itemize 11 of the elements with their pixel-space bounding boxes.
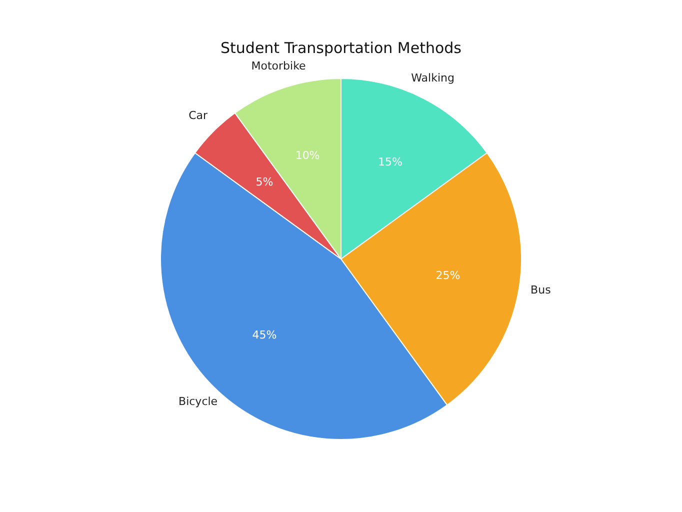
slice-label: Bus [530, 283, 552, 296]
data-label: 5% [256, 175, 274, 188]
data-label: 15% [378, 155, 402, 168]
data-label: 45% [252, 328, 277, 342]
chart-title: Student Transportation Methods [220, 38, 462, 57]
data-label: 10% [295, 148, 320, 162]
slice-label: Bicycle [178, 394, 218, 408]
slice-label: Car [188, 108, 208, 122]
slice-label: Walking [411, 72, 454, 85]
data-label: 25% [436, 268, 460, 282]
slice-label: Motorbike [251, 60, 306, 73]
